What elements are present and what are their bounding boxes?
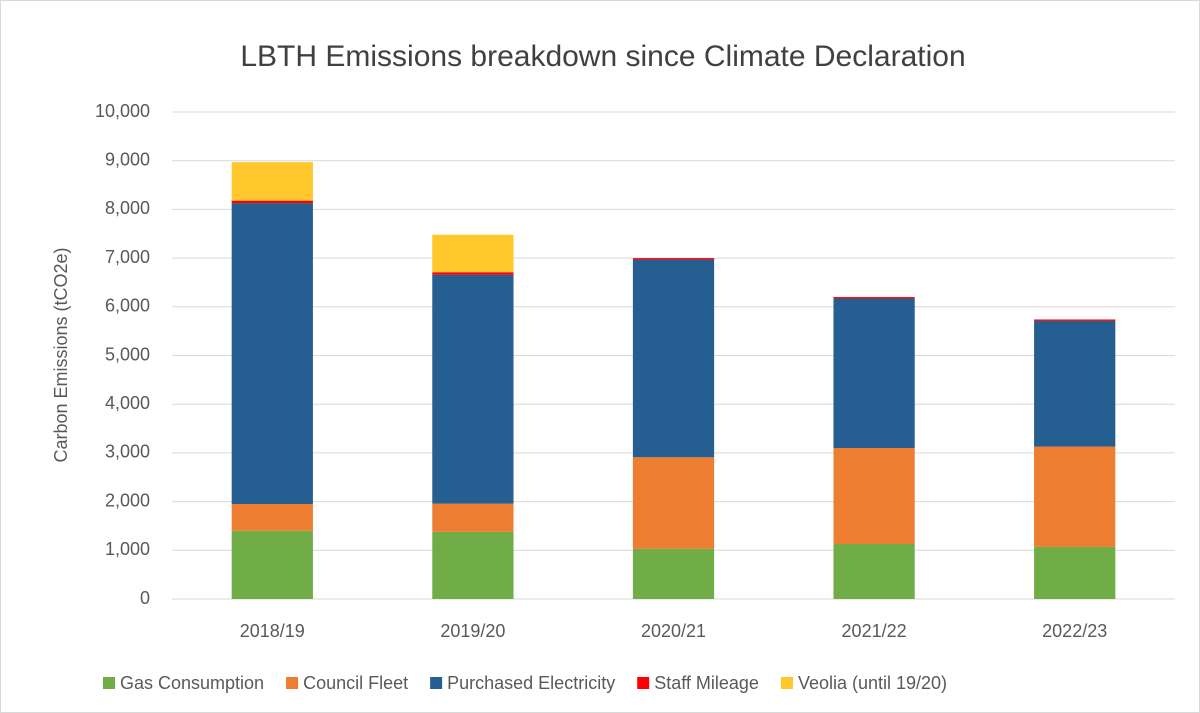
bar-segment xyxy=(432,234,514,273)
bar-segment xyxy=(632,457,715,549)
bar-segment xyxy=(1034,546,1116,599)
y-tick-label: 8,000 xyxy=(105,198,150,218)
legend-label: Gas Consumption xyxy=(120,673,264,693)
x-tick-label: 2022/23 xyxy=(1042,621,1107,641)
bar-segment xyxy=(231,162,313,201)
y-tick-label: 5,000 xyxy=(105,344,150,364)
x-tick-label: 2020/21 xyxy=(641,621,706,641)
bar-segment xyxy=(432,274,514,504)
legend-marker xyxy=(286,677,299,689)
y-tick-label: 9,000 xyxy=(105,149,150,169)
bar-segment xyxy=(432,272,514,275)
x-tick-label: 2021/22 xyxy=(842,621,907,641)
legend-marker xyxy=(103,677,115,689)
legend-label: Veolia (until 19/20) xyxy=(798,673,947,693)
chart-title: LBTH Emissions breakdown since Climate D… xyxy=(240,40,965,73)
y-tick-label: 0 xyxy=(140,588,150,608)
legend-label: Purchased Electricity xyxy=(447,673,615,693)
bar-segment xyxy=(231,200,313,204)
x-tick-label: 2018/19 xyxy=(240,621,305,641)
y-tick-label: 2,000 xyxy=(105,490,150,510)
bar-segment xyxy=(1034,446,1116,547)
bar-segment xyxy=(632,258,715,260)
bar-segment xyxy=(432,531,514,599)
legend-marker xyxy=(637,677,650,689)
bar-segment xyxy=(833,543,915,599)
bar-segment xyxy=(632,259,715,458)
y-tick-label: 10,000 xyxy=(95,101,150,121)
y-tick-label: 3,000 xyxy=(105,442,150,462)
legend-marker xyxy=(780,677,793,689)
y-axis-label: Carbon Emissions (tCO2e) xyxy=(51,247,71,462)
bar-segment xyxy=(231,504,313,531)
bar-segment xyxy=(231,203,313,505)
y-tick-label: 7,000 xyxy=(105,247,150,267)
x-tick-label: 2019/20 xyxy=(440,621,505,641)
y-tick-label: 4,000 xyxy=(105,393,150,413)
bar-segment xyxy=(1034,320,1116,447)
bar-segment xyxy=(632,548,715,599)
legend-marker xyxy=(430,677,443,689)
bar-segment xyxy=(432,503,514,532)
y-tick-label: 1,000 xyxy=(105,539,150,559)
bar-segment xyxy=(833,448,915,544)
legend-label: Council Fleet xyxy=(303,673,408,693)
legend-label: Staff Mileage xyxy=(654,673,759,693)
y-tick-label: 6,000 xyxy=(105,296,150,316)
bar-segment xyxy=(231,530,313,599)
bar-segment xyxy=(833,298,915,449)
bar-segment xyxy=(833,297,915,299)
bar-segment xyxy=(1034,319,1116,321)
